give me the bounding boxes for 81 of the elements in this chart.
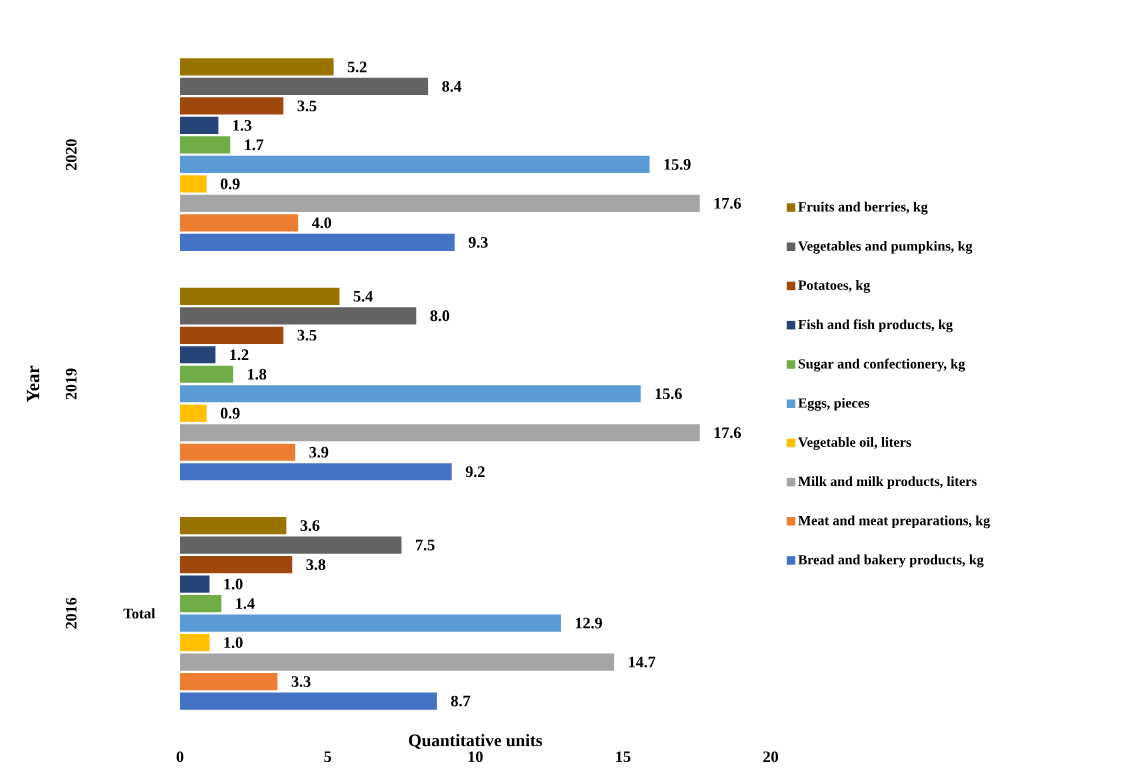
data-label: 15.9 [664, 159, 691, 170]
data-label: 1.4 [236, 598, 255, 609]
bar [180, 404, 207, 422]
bar [180, 97, 284, 115]
bar [180, 575, 210, 593]
data-label: 8.7 [451, 695, 471, 707]
y-tick-label: 2019 [65, 368, 77, 400]
data-label: 5.4 [353, 290, 373, 302]
legend-label: Fruits and berries, kg [798, 201, 928, 215]
data-label: 7.5 [416, 539, 435, 551]
legend-label: Meat and meat preparations, kg [798, 515, 991, 529]
data-label: 3.5 [297, 329, 317, 341]
data-label: 9.3 [468, 236, 488, 248]
bar [180, 365, 234, 383]
data-label: 3.9 [309, 446, 329, 458]
data-label: 8.4 [442, 81, 462, 92]
data-label: 1.3 [233, 120, 252, 131]
y-axis-title: Year [26, 365, 40, 403]
bar [180, 77, 429, 96]
data-label: 3.3 [291, 676, 311, 687]
bar [180, 346, 216, 364]
data-label: 9.2 [465, 466, 485, 478]
bar [180, 326, 284, 344]
data-label: 17.6 [714, 197, 741, 209]
legend-label: Milk and milk products, liters [798, 476, 977, 489]
data-label: 1.0 [224, 578, 243, 590]
legend-label: Potatoes, kg [798, 280, 871, 293]
data-label: 0.9 [220, 407, 240, 419]
legend-label: Fish and fish products, kg [798, 319, 953, 333]
bar [180, 556, 293, 574]
bar [180, 194, 700, 213]
data-label: 17.6 [714, 427, 741, 439]
legend-label: Vegetable oil, liters [798, 437, 912, 450]
x-axis-title: Quantitative units [409, 734, 543, 749]
bar [180, 517, 287, 535]
bar [180, 58, 334, 76]
legend-label: Eggs, pieces [798, 397, 870, 411]
text: Total [123, 608, 156, 619]
y-tick-label: 2020 [65, 139, 77, 171]
data-label: 0.9 [220, 178, 240, 190]
bar [180, 672, 278, 691]
bar [180, 443, 296, 461]
data-label: 12.9 [575, 617, 603, 629]
bar [180, 536, 402, 554]
y-tick-label: 2016 [65, 597, 77, 629]
bar [180, 214, 299, 232]
bar [180, 136, 231, 154]
bar [180, 463, 452, 481]
bar [180, 175, 207, 193]
data-label: 8.0 [430, 310, 450, 322]
data-label: 3.5 [297, 100, 317, 112]
bar [180, 155, 650, 174]
bar [180, 287, 340, 305]
bar [180, 633, 210, 652]
x-tick-label: 10 [468, 751, 483, 763]
data-label: 1.7 [245, 139, 264, 151]
x-tick-label: 5 [324, 751, 332, 763]
data-label: 14.7 [629, 656, 656, 668]
data-label: 3.8 [306, 559, 326, 571]
data-label: 4.0 [311, 217, 332, 229]
bar [180, 385, 641, 403]
legend-label: Bread and bakery products, kg [798, 554, 984, 568]
data-label: 5.2 [347, 61, 367, 73]
x-tick-label: 20 [763, 751, 779, 763]
legend-label: Vegetables and pumpkins, kg [798, 240, 973, 254]
bar [180, 653, 615, 671]
bar [180, 233, 455, 251]
data-label: 1.0 [224, 637, 243, 649]
bar [180, 614, 561, 632]
data-label: 15.6 [655, 388, 682, 400]
bar [180, 692, 437, 710]
x-tick-label: 15 [616, 751, 631, 763]
data-label: 1.2 [230, 349, 249, 361]
bar [180, 424, 700, 442]
data-label: 3.6 [300, 520, 320, 532]
legend-label: Sugar and confectionery, kg [798, 358, 966, 372]
data-label: 1.8 [248, 368, 267, 380]
bar [180, 594, 222, 613]
bar [180, 116, 219, 135]
x-tick-label: 0 [176, 751, 184, 763]
bar [180, 307, 417, 325]
